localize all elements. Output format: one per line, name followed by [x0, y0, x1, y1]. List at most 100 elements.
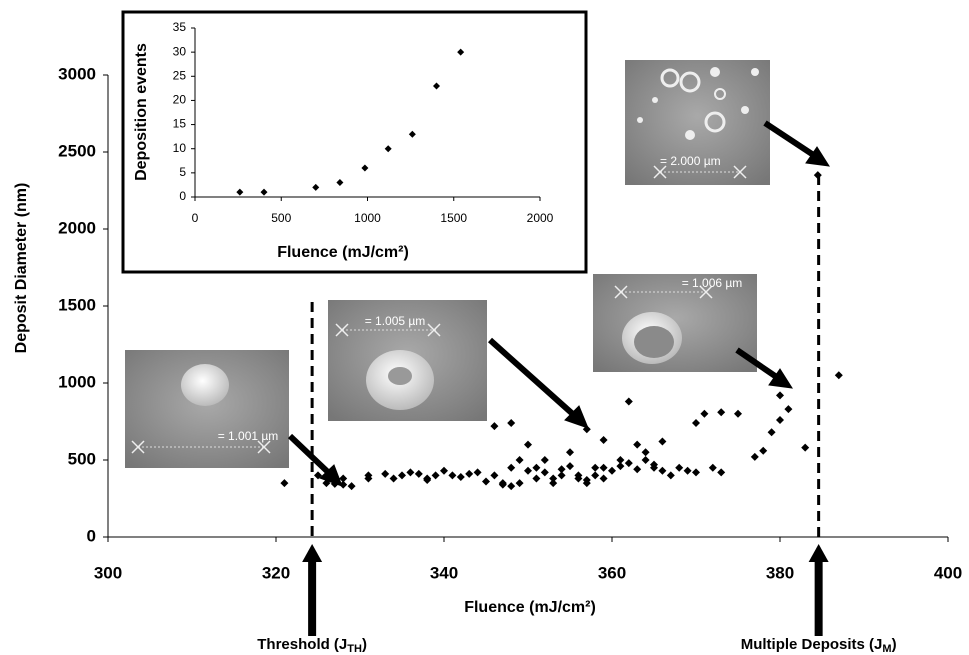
- data-point: [440, 466, 448, 475]
- data-point: [532, 474, 541, 483]
- data-point: [507, 463, 516, 472]
- marker-arrow-head: [808, 544, 829, 562]
- y-tick-label: 15: [173, 117, 187, 131]
- data-point: [398, 471, 406, 480]
- data-point: [280, 479, 289, 488]
- data-point: [540, 468, 549, 477]
- data-point: [456, 472, 465, 481]
- data-point: [406, 468, 415, 477]
- data-point: [414, 469, 423, 478]
- data-point: [633, 465, 642, 474]
- data-point: [608, 466, 616, 475]
- data-point: [717, 408, 726, 417]
- x-tick-label: 2000: [527, 211, 554, 225]
- data-point: [700, 409, 709, 418]
- image-scale-label: = 1.006 µm: [682, 276, 743, 290]
- data-point: [650, 463, 658, 472]
- y-tick-label: 10: [173, 141, 187, 155]
- y-tick-label: 2500: [58, 141, 96, 160]
- marker-label-part: M: [882, 643, 891, 655]
- data-point: [658, 466, 667, 475]
- y-tick-label: 1500: [58, 295, 96, 314]
- data-point: [624, 397, 633, 406]
- data-point: [784, 405, 793, 414]
- marker-label: Threshold (JTH): [257, 636, 367, 655]
- data-point: [314, 471, 322, 480]
- image-scale-label: = 2.000 µm: [660, 154, 721, 168]
- data-point: [759, 446, 768, 455]
- marker-label-part: Threshold (J: [257, 636, 347, 653]
- x-tick-label: 500: [271, 211, 291, 225]
- data-point: [482, 477, 490, 486]
- sem-image: [328, 300, 487, 421]
- data-point: [540, 456, 549, 464]
- data-point: [384, 145, 392, 153]
- data-point: [616, 456, 625, 464]
- marker-label-part: ): [892, 636, 897, 653]
- x-axis-title: Fluence (mJ/cm²): [464, 599, 596, 616]
- image-scale-label: = 1.005 µm: [365, 314, 426, 328]
- x-tick-label: 400: [934, 563, 962, 582]
- data-point: [339, 474, 348, 483]
- data-point: [448, 471, 457, 480]
- pointer-arrows: [287, 120, 830, 487]
- data-point: [381, 469, 390, 478]
- x-tick-label: 340: [430, 563, 458, 582]
- data-point: [260, 188, 268, 196]
- data-point: [361, 164, 369, 172]
- sem-image: [593, 274, 757, 372]
- data-point: [834, 371, 843, 380]
- data-point: [767, 428, 776, 437]
- data-point: [708, 463, 717, 472]
- data-point: [364, 474, 373, 483]
- y-tick-label: 25: [173, 68, 187, 82]
- data-point: [591, 463, 600, 472]
- data-point: [776, 391, 784, 400]
- y-tick-label: 35: [173, 20, 187, 34]
- data-point: [524, 440, 532, 449]
- data-point: [658, 437, 667, 446]
- data-point: [616, 462, 625, 471]
- data-point: [557, 471, 566, 480]
- y-axis-title: Deposition events: [133, 43, 150, 181]
- data-point: [582, 476, 591, 485]
- data-point: [666, 471, 675, 480]
- data-point: [431, 471, 440, 480]
- data-point: [776, 415, 784, 424]
- sem-image: [625, 60, 770, 185]
- y-tick-label: 30: [173, 44, 187, 58]
- data-point: [524, 466, 532, 475]
- y-tick-label: 5: [179, 165, 186, 179]
- x-tick-label: 380: [766, 563, 794, 582]
- marker-arrow-head: [302, 544, 323, 562]
- marker-arrow: [308, 560, 317, 636]
- x-tick-label: 0: [192, 211, 199, 225]
- data-point: [465, 469, 474, 478]
- data-point: [498, 480, 507, 489]
- data-point: [566, 448, 574, 457]
- x-tick-label: 1500: [440, 211, 467, 225]
- data-point: [641, 456, 650, 464]
- y-tick-label: 500: [68, 449, 96, 468]
- data-point: [557, 465, 566, 474]
- data-point: [633, 440, 642, 449]
- marker-label-part: ): [362, 636, 367, 653]
- x-axis-title: Fluence (mJ/cm²): [277, 244, 409, 261]
- data-point: [347, 482, 356, 491]
- data-point: [532, 463, 541, 472]
- data-point: [675, 463, 684, 472]
- y-tick-label: 3000: [58, 64, 96, 83]
- y-tick-label: 1000: [58, 372, 96, 391]
- data-point: [574, 471, 583, 480]
- marker-label-part: Multiple Deposits (J: [741, 636, 883, 653]
- marker-arrow: [814, 560, 823, 636]
- data-point: [408, 130, 416, 138]
- data-point: [692, 468, 700, 477]
- data-point: [750, 452, 759, 461]
- data-point: [591, 471, 600, 480]
- data-point: [624, 459, 633, 468]
- data-point: [692, 419, 700, 428]
- y-tick-label: 20: [173, 93, 187, 107]
- data-point: [549, 474, 558, 483]
